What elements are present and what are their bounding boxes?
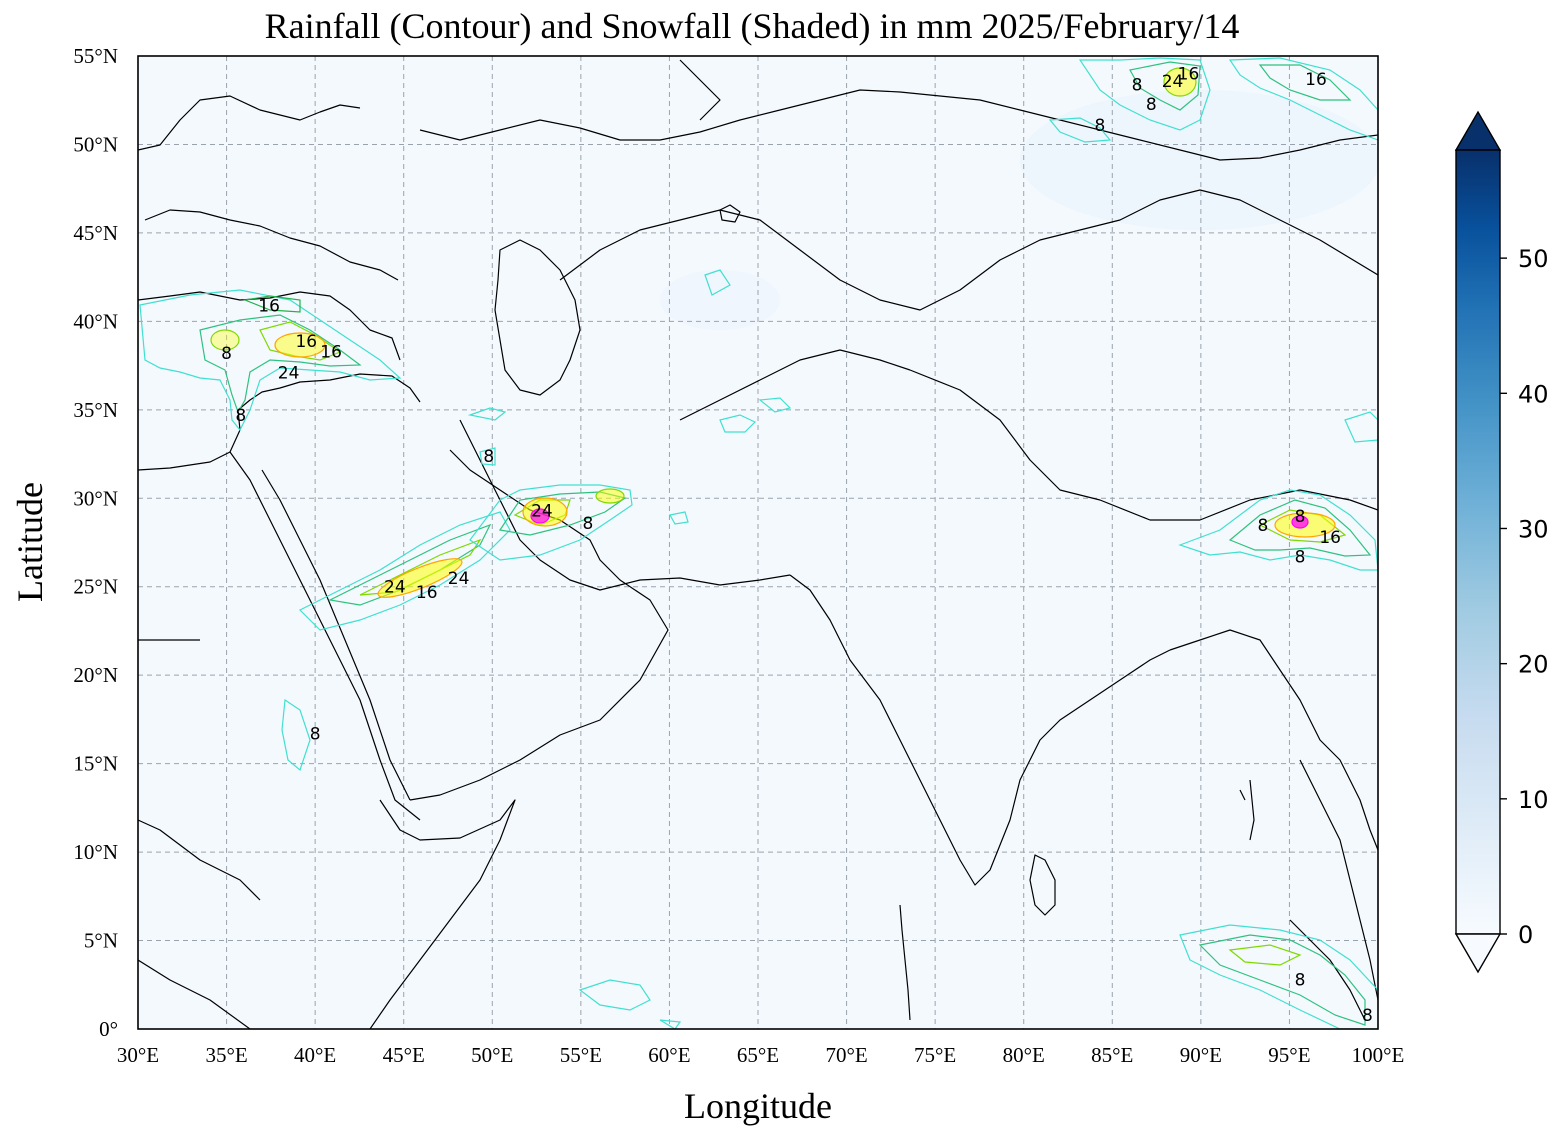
contour-label: 16 [416, 583, 438, 603]
contour-label: 24 [448, 569, 470, 589]
lon-tick-label: 35°E [205, 1043, 247, 1067]
colorbar-tick-label: 0 [1518, 921, 1533, 949]
map-frame [137, 55, 1379, 1030]
colorbar-tick-label: 20 [1518, 651, 1549, 679]
colorbar-extend-max [1454, 110, 1502, 151]
lon-tick-label: 95°E [1268, 1043, 1310, 1067]
longitude-tick-labels: 30°E 35°E 40°E 45°E 50°E 55°E 60°E 65°E 70°E 75°E… [117, 1043, 1404, 1067]
contour-label: 16 [1178, 65, 1200, 85]
lon-tick-label: 65°E [737, 1043, 779, 1067]
lat-tick-label: 15°N [73, 752, 118, 776]
contour-label: 8 [1132, 75, 1143, 95]
colorbar: 0 10 20 30 40 50 [1454, 110, 1549, 974]
lat-tick-label: 0° [99, 1017, 118, 1041]
lon-tick-label: 50°E [471, 1043, 513, 1067]
lat-tick-label: 35°N [73, 398, 118, 422]
colorbar-extend-min [1454, 933, 1502, 974]
lat-tick-label: 20°N [73, 663, 118, 687]
contour-label: 8 [1295, 970, 1306, 990]
lat-tick-label: 40°N [73, 309, 118, 333]
contour-label: 16 [320, 342, 342, 362]
lon-tick-label: 75°E [914, 1043, 956, 1067]
contour-label: 24 [531, 502, 553, 522]
x-axis-label: Longitude [684, 1086, 832, 1126]
lon-tick-label: 80°E [1003, 1043, 1045, 1067]
lat-tick-label: 50°N [73, 132, 118, 156]
contour-label: 8 [1094, 116, 1105, 136]
lon-tick-label: 40°E [294, 1043, 336, 1067]
lat-tick-label: 10°N [73, 840, 118, 864]
y-axis-label: Latitude [10, 482, 50, 602]
lat-tick-label: 45°N [73, 221, 118, 245]
contour-label: 16 [1305, 70, 1327, 90]
contour-label: 8 [221, 344, 232, 364]
contour-label: 8 [235, 406, 246, 426]
colorbar-tick-label: 50 [1518, 245, 1549, 273]
colorbar-tick-label: 10 [1518, 786, 1549, 814]
lon-tick-label: 85°E [1091, 1043, 1133, 1067]
contour-label: 8 [1295, 548, 1306, 568]
contour-label: 8 [483, 447, 494, 467]
lat-tick-label: 25°N [73, 575, 118, 599]
latitude-tick-labels: 0° 5°N 10°N 15°N 20°N 25°N 30°N 35°N 40°N 45°N 50°… [73, 44, 118, 1041]
snowfall-shading [660, 90, 1378, 330]
lat-tick-label: 5°N [84, 929, 118, 953]
coastlines-borders [138, 59, 1378, 1029]
contour-label: 24 [1162, 72, 1184, 92]
lon-tick-label: 55°E [560, 1043, 602, 1067]
lon-tick-label: 45°E [383, 1043, 425, 1067]
contour-label: 8 [1257, 516, 1268, 536]
contour-label: 24 [384, 578, 406, 598]
contour-label: 16 [1319, 528, 1341, 548]
contour-label: 24 [278, 364, 300, 384]
colorbar-tick-label: 30 [1518, 515, 1549, 543]
contour-label: 16 [258, 296, 280, 316]
contour-label: 8 [1146, 95, 1157, 115]
chart-title: Rainfall (Contour) and Snowfall (Shaded)… [265, 6, 1240, 46]
contour-label: 8 [583, 514, 594, 534]
contour-label: 8 [310, 725, 321, 745]
contour-label: 8 [1295, 507, 1306, 527]
lon-tick-label: 90°E [1180, 1043, 1222, 1067]
contour-label: 8 [1362, 1006, 1373, 1026]
colorbar-ticks: 0 10 20 30 40 50 [1500, 245, 1549, 949]
lon-tick-label: 30°E [117, 1043, 159, 1067]
rainfall-contours [139, 57, 1378, 1029]
colorbar-tick-label: 40 [1518, 380, 1549, 408]
lon-tick-label: 100°E [1352, 1043, 1405, 1067]
lon-tick-label: 70°E [825, 1043, 867, 1067]
lat-tick-label: 30°N [73, 486, 118, 510]
lat-tick-label: 55°N [73, 44, 118, 68]
graticule [138, 56, 1378, 1029]
lon-tick-label: 60°E [648, 1043, 690, 1067]
colorbar-body [1455, 149, 1501, 935]
contour-label: 16 [295, 332, 317, 352]
